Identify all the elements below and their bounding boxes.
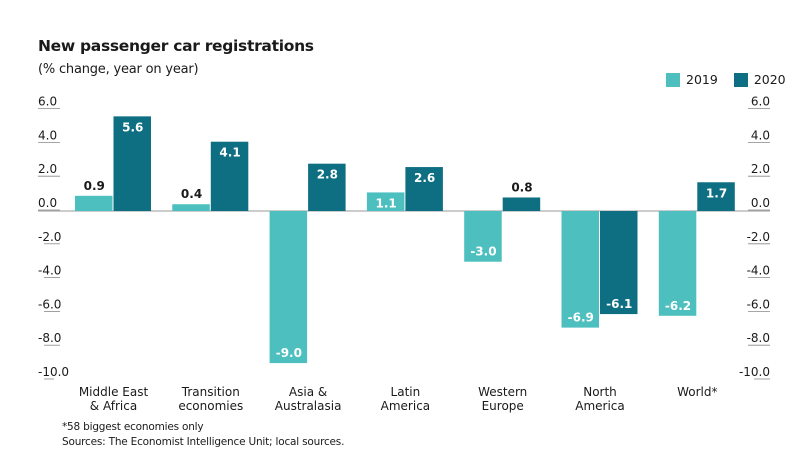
y-tick-label-left: -6.0 [38, 297, 61, 311]
data-label: -3.0 [470, 245, 496, 259]
category-label: North [583, 385, 617, 399]
category-label: & Africa [90, 399, 137, 413]
y-tick-label-left: -10.0 [38, 365, 69, 379]
y-tick-label-right: -10.0 [739, 365, 770, 379]
legend-label-2019: 2019 [686, 72, 718, 87]
category-label: Western [478, 385, 527, 399]
category-label: Middle East [79, 385, 149, 399]
data-label: 2.6 [414, 171, 435, 185]
data-label: -9.0 [276, 346, 302, 360]
y-tick-label-left: 2.0 [38, 162, 57, 176]
legend-swatch-2020 [733, 72, 748, 87]
category-label: economies [178, 399, 243, 413]
bar-2019 [269, 211, 308, 364]
legend-label-2020: 2020 [753, 72, 786, 87]
y-tick-label-right: -8.0 [747, 331, 770, 345]
data-label: -6.1 [606, 297, 632, 311]
bar-2020 [405, 167, 443, 211]
y-tick-label-right: -6.0 [747, 297, 770, 311]
bar-2019 [561, 211, 599, 328]
category-label: Europe [482, 399, 524, 413]
bar-2020 [697, 182, 735, 211]
legend-item-2019: 2019 [666, 72, 718, 87]
data-label: 4.1 [219, 146, 240, 160]
category-label: World* [677, 385, 717, 399]
legend-swatch-2019 [666, 72, 680, 87]
category-label: America [381, 399, 431, 413]
bar-2019 [464, 211, 502, 262]
bar-2020 [113, 116, 151, 211]
y-tick-label-right: 0.0 [751, 196, 770, 210]
category-label: Asia & [289, 385, 327, 399]
category-label: Australasia [275, 399, 342, 413]
bar-2019 [658, 211, 697, 316]
y-tick-label-left: 4.0 [38, 128, 57, 142]
data-label: 0.9 [84, 179, 105, 193]
bar-2020 [600, 211, 638, 315]
bar-2019 [366, 192, 405, 211]
data-label: 1.7 [706, 186, 727, 200]
category-label: America [575, 399, 625, 413]
chart-subtitle: (% change, year on year) [38, 62, 199, 77]
y-tick-label-left: 0.0 [38, 196, 57, 210]
footnote: *58 biggest economies only [62, 421, 204, 433]
category-label: Latin [391, 385, 421, 399]
category-label: Transition [181, 385, 240, 399]
data-label: 1.1 [376, 196, 397, 210]
y-tick-label-right: 2.0 [751, 162, 770, 176]
legend: 2019 2020 [650, 72, 786, 87]
y-tick-label-left: -8.0 [38, 331, 61, 345]
legend-item-2020: 2020 [733, 72, 786, 87]
data-label: -6.2 [665, 299, 691, 313]
y-tick-label-right: -4.0 [747, 264, 770, 278]
y-tick-label-right: 4.0 [751, 128, 770, 142]
bar-2020 [502, 197, 541, 211]
bar-2020 [210, 141, 249, 211]
y-tick-label-left: -2.0 [38, 230, 61, 244]
chart-title: New passenger car registrations [38, 37, 314, 55]
data-label: 2.8 [317, 168, 338, 182]
y-tick-label-left: 6.0 [38, 95, 57, 109]
y-tick-label-right: -2.0 [747, 230, 770, 244]
sources-note: Sources: The Economist Intelligence Unit… [62, 436, 345, 448]
y-tick-label-right: 6.0 [751, 95, 770, 109]
bar-2019 [172, 204, 210, 211]
bar-2019 [75, 195, 113, 211]
y-tick-label-left: -4.0 [38, 264, 61, 278]
bar-2020 [308, 163, 346, 211]
data-label: -6.9 [568, 311, 594, 325]
data-label: 5.6 [122, 120, 143, 134]
data-label: 0.4 [181, 187, 202, 201]
data-label: 0.8 [511, 180, 532, 194]
